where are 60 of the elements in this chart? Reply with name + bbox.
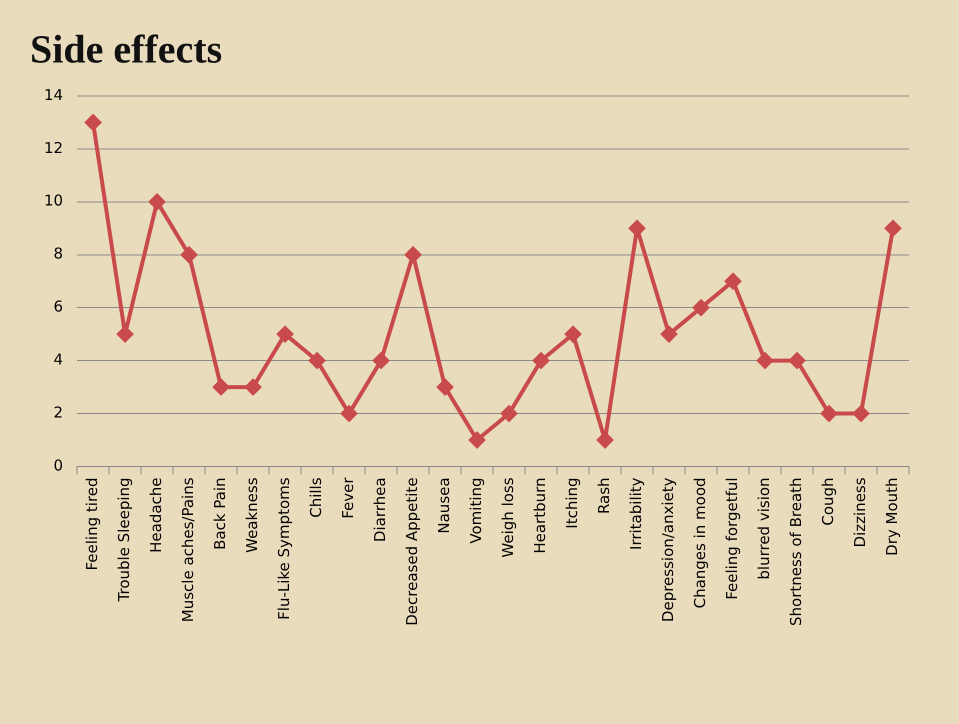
chart-title: Side effects (30, 26, 222, 72)
x-tick-label: Fever (338, 476, 357, 519)
point (565, 326, 582, 342)
point (757, 352, 774, 369)
x-tick-label: Heartburn (530, 477, 549, 554)
x-tick-label: Rash (594, 477, 613, 514)
point (789, 352, 806, 369)
point (469, 432, 486, 448)
x-tick-label: Depression/anxiety (658, 477, 677, 622)
x-tick-label: Cough (818, 477, 837, 526)
point (405, 246, 422, 263)
x-tick-label: Trouble Sleeping (114, 477, 133, 602)
point (181, 246, 198, 263)
x-tick-label: Headache (146, 477, 165, 553)
x-tick-label: Itching (562, 477, 581, 529)
x-tick-label: Vomiting (466, 477, 485, 544)
point (693, 300, 710, 316)
y-tick-label: 10 (44, 192, 64, 210)
point (501, 406, 518, 422)
x-tick-label: Diarrhea (370, 477, 389, 542)
y-tick-label: 8 (54, 244, 64, 263)
y-tick-label: 14 (44, 86, 64, 104)
point (245, 379, 262, 396)
point (853, 406, 870, 422)
point (885, 220, 901, 236)
x-tick-label: Weigh loss (498, 477, 517, 558)
x-tick-label: Changes in mood (690, 477, 709, 608)
x-tick-label: Chills (306, 477, 325, 518)
point (85, 114, 102, 130)
x-tick-label: Weakness (242, 477, 261, 553)
y-tick-label: 6 (54, 298, 64, 316)
point (629, 220, 646, 236)
point (341, 406, 358, 422)
x-tick-label: Back Pain (210, 477, 229, 550)
x-tick-label: Flu-Like Symptoms (274, 477, 293, 620)
point (437, 379, 454, 396)
point (661, 326, 678, 342)
y-tick-label: 4 (54, 350, 64, 368)
x-tick-label: blurred vision (754, 477, 773, 580)
point (821, 406, 838, 422)
x-tick-label: Irritability (626, 477, 645, 550)
point (533, 352, 550, 369)
point (725, 273, 742, 290)
point (213, 379, 230, 396)
point (373, 352, 390, 369)
y-tick-label: 2 (54, 403, 64, 422)
x-tick-label: Dry Mouth (882, 477, 901, 556)
point (117, 326, 134, 342)
point (149, 194, 166, 210)
y-tick-label: 0 (54, 456, 64, 474)
x-tick-label: Nausea (434, 477, 453, 534)
x-tick-label: Shortness of Breath (786, 477, 805, 626)
x-tick-label: Feeling forgetful (722, 477, 741, 600)
point (277, 326, 294, 342)
y-tick-label: 12 (44, 138, 64, 157)
x-tick-label: Decreased Appetite (402, 477, 421, 626)
x-tick-label: Feeling tired (82, 477, 101, 570)
x-tick-label: Muscle aches/Pains (178, 477, 197, 622)
point (309, 352, 326, 369)
x-tick-label: Dizziness (850, 477, 869, 548)
